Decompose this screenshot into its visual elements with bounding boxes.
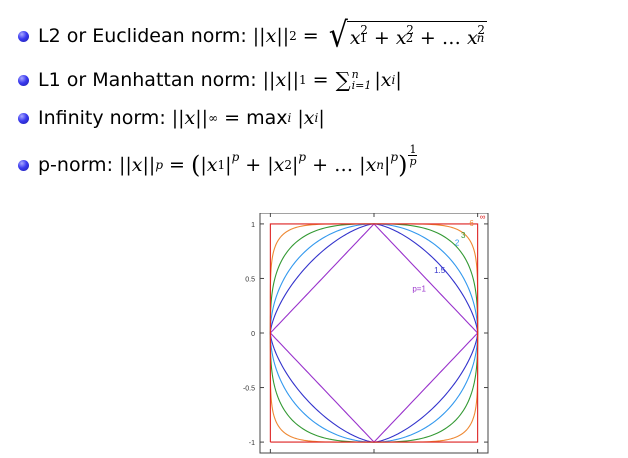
bullet-dot-icon (18, 159, 29, 171)
curve-label: ∞ (480, 213, 486, 222)
norm-curve-2 (269, 223, 479, 443)
bullet-dot-icon (18, 74, 29, 86)
y-tick-label: 0 (251, 331, 255, 338)
l1-norm-formula: || x || 1 = ∑ n i=1 | x i | (262, 68, 402, 92)
l2-norm-label: L2 or Euclidean norm: (38, 25, 247, 47)
l1-norm-label: L1 or Manhattan norm: (38, 69, 257, 91)
curve-label: p=1 (412, 285, 426, 294)
norm-curve-6 (269, 223, 479, 443)
unit-ball-chart: 1 0.5 0 -0.5 -1 p=1 1.5 236 ∞ (243, 213, 489, 454)
y-tick-label: 0.5 (245, 276, 255, 283)
y-tick-label: -1 (249, 440, 255, 447)
l1-norm-item: L1 or Manhattan norm: || x || 1 = ∑ n i=1 | x i… (18, 60, 618, 100)
curve-label: 6 (469, 219, 474, 228)
norm-curve-p1 (269, 223, 479, 443)
bullet-dot-icon (18, 112, 29, 124)
p-norm-label: p-norm: (38, 154, 113, 176)
curve-label: 3 (461, 231, 466, 240)
curve-label: 1.5 (434, 266, 446, 275)
p-norm-item: p-norm: || x || p = (| x 1 | p + | x 2 | p + … | x n |… (18, 140, 618, 190)
plot-frame (259, 213, 489, 454)
norm-curve-15 (269, 223, 479, 443)
infinity-norm-label: Infinity norm: (38, 107, 166, 129)
infinity-norm-formula: || x || ∞ = max i | x i | (171, 107, 325, 129)
curve-label: 2 (455, 239, 460, 248)
norm-curve- (269, 223, 479, 443)
norm-curve-3 (269, 223, 479, 443)
y-tick-label: 1 (251, 222, 255, 229)
bullet-dot-icon (18, 30, 29, 42)
infinity-norm-item: Infinity norm: || x || ∞ = max i | x i | (18, 100, 618, 136)
y-tick-label: -0.5 (243, 386, 255, 393)
